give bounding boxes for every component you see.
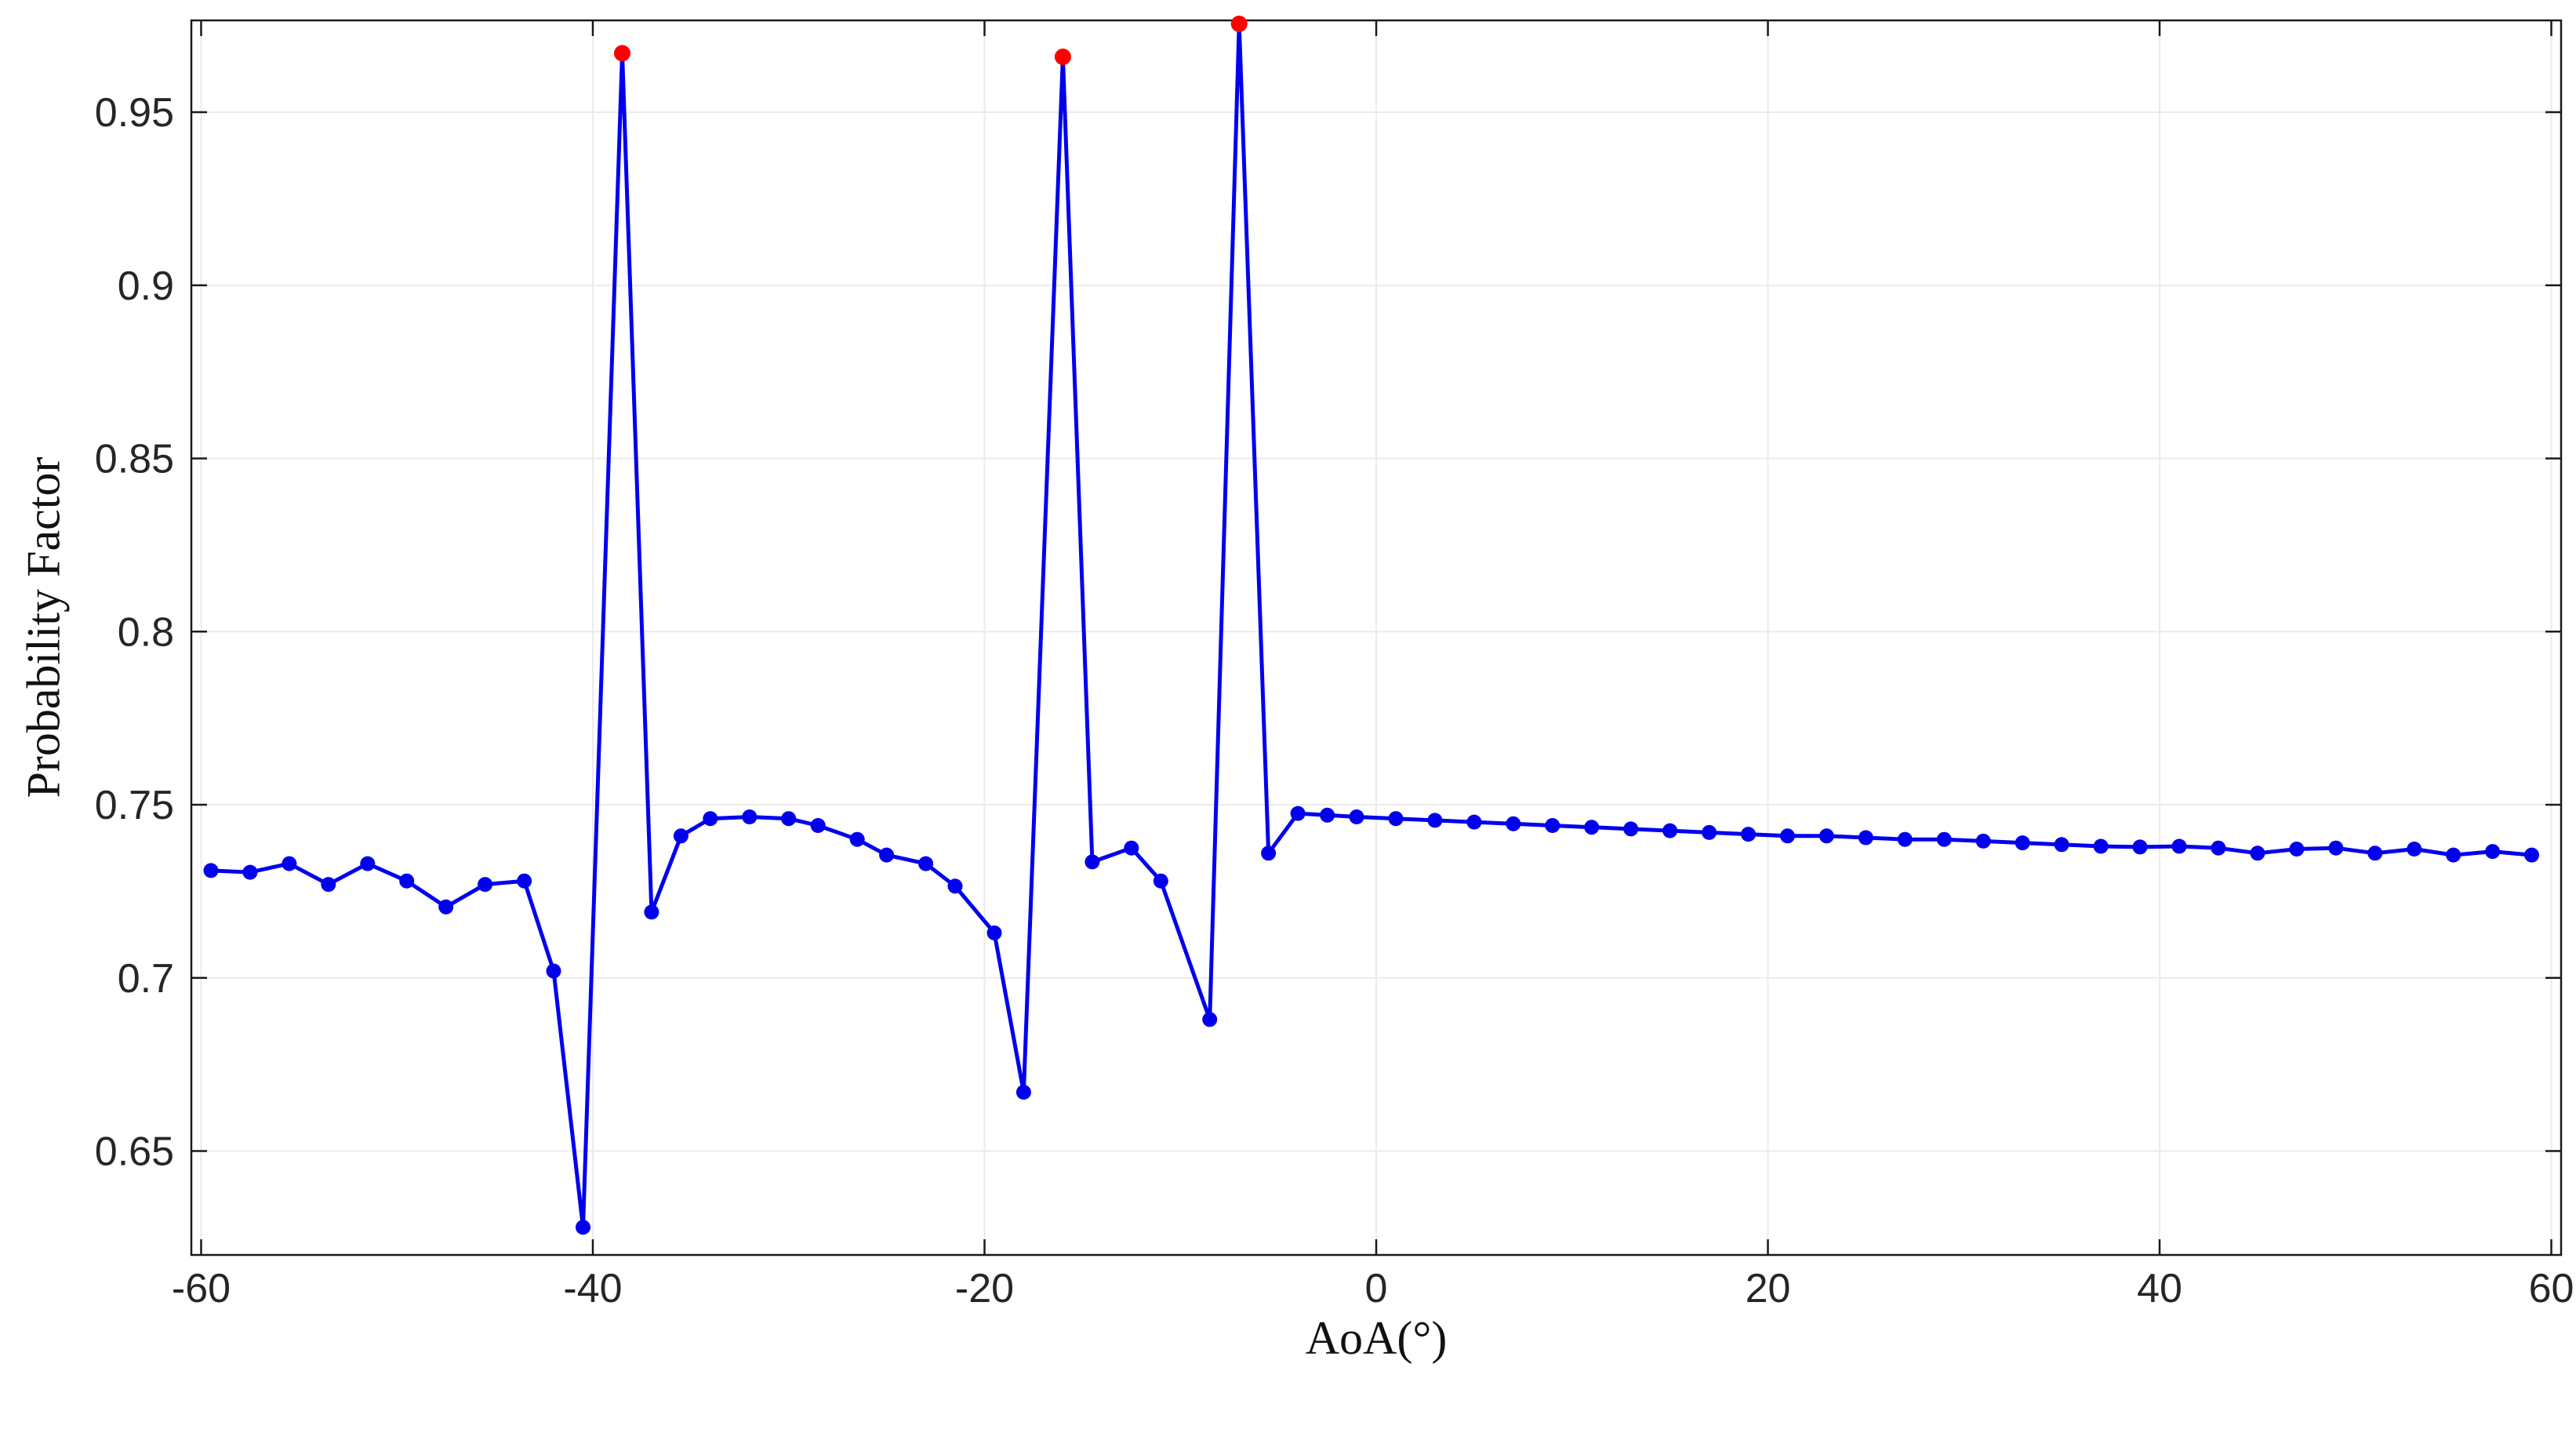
data-point-marker [673,828,689,844]
data-point-marker [1702,824,1717,840]
data-point-marker [2015,835,2030,851]
data-point-marker [1320,807,1335,823]
data-point-marker [849,831,865,847]
data-point-marker [2132,839,2148,855]
data-point-marker [2328,840,2344,856]
data-point-marker [1936,831,1952,847]
data-point-marker [947,878,963,894]
data-point-marker [2093,838,2109,854]
data-point-marker [1466,814,1482,830]
data-point-marker [2407,842,2422,857]
y-tick-label: 0.65 [95,1129,174,1175]
data-point-marker [517,873,532,889]
y-tick-label: 0.75 [95,783,174,828]
data-point-marker [1506,816,1521,831]
data-point-marker [203,863,219,878]
data-point-marker [1858,830,1873,846]
peak-marker [614,45,630,62]
data-point-marker [1545,818,1560,833]
data-point-marker [1290,806,1306,821]
data-point-marker [1975,833,1991,849]
x-tick-label: 20 [1746,1266,1791,1311]
x-tick-label: -40 [563,1266,622,1311]
data-point-marker [399,873,415,889]
y-tick-label: 0.85 [95,437,174,482]
data-point-marker [1085,854,1100,870]
data-point-marker [742,809,758,824]
data-point-marker [2485,844,2501,860]
y-tick-label: 0.95 [95,90,174,136]
data-point-marker [644,904,659,920]
x-tick-label: -60 [172,1266,231,1311]
data-point-marker [2171,838,2187,854]
data-point-marker [2054,837,2069,853]
data-point-marker [360,856,376,871]
data-point-marker [1016,1085,1031,1100]
peak-marker [1054,48,1071,65]
data-point-marker [1818,828,1834,844]
x-tick-label: -20 [955,1266,1014,1311]
data-point-marker [576,1220,590,1235]
data-point-marker [810,818,826,833]
data-point-marker [1897,831,1913,847]
data-point-marker [1202,1012,1218,1027]
data-point-marker [879,847,895,863]
data-point-marker [282,856,297,871]
data-point-marker [478,877,493,893]
data-point-marker [1662,823,1678,838]
data-point-marker [438,899,454,915]
data-point-marker [1261,846,1277,861]
data-point-marker [1124,840,1139,856]
data-point-marker [986,925,1002,940]
x-tick-label: 60 [2529,1266,2574,1311]
data-point-marker [2524,847,2539,863]
data-line [209,21,2534,1230]
data-point-marker [703,811,718,827]
y-tick-label: 0.7 [118,956,174,1002]
data-point-marker [242,864,258,880]
data-point-marker [1388,811,1404,827]
x-axis-label: AoA(°) [1305,1312,1448,1364]
data-point-marker [2250,846,2265,861]
y-tick-label: 0.8 [118,609,174,655]
y-axis-label: Probability Factor [17,456,70,798]
data-point-marker [1153,873,1168,889]
data-point-marker [1349,809,1364,824]
x-tick-label: 40 [2137,1266,2182,1311]
data-point-marker [1741,827,1756,842]
data-point-marker [2289,842,2305,857]
data-point-marker [546,963,561,979]
x-tick-label: 0 [1365,1266,1388,1311]
data-point-marker [321,877,336,893]
data-point-marker [1623,821,1639,837]
data-point-marker [1780,828,1795,844]
data-point-marker [2446,847,2462,863]
y-tick-label: 0.9 [118,264,174,309]
data-point-marker [2367,846,2383,861]
data-point-marker [2211,840,2226,856]
data-point-marker [1427,813,1443,828]
data-point-marker [1584,820,1600,835]
data-point-marker [918,856,934,871]
peak-marker [1230,15,1248,32]
data-point-marker [781,811,797,827]
